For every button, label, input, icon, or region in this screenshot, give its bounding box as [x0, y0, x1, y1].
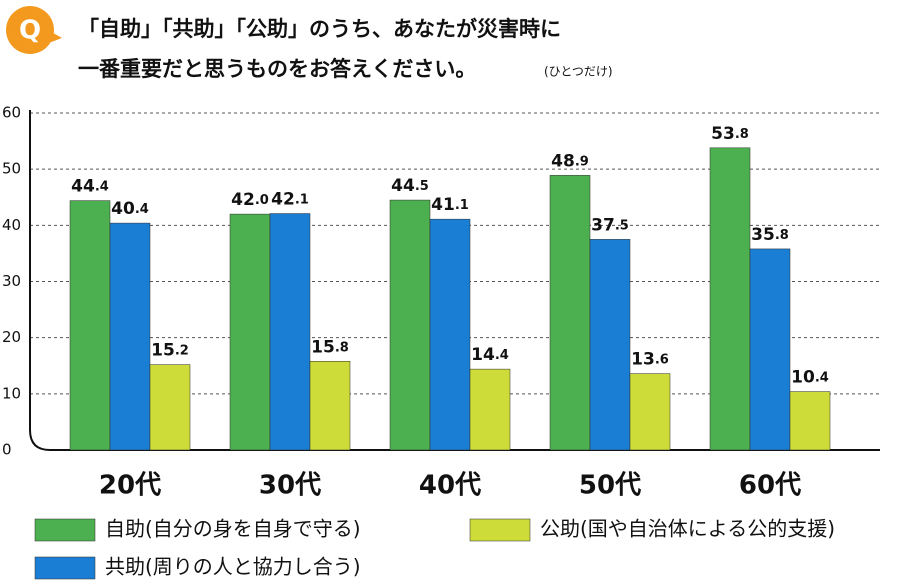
x-tick-label: 30代 [259, 471, 321, 501]
bar [469, 368, 511, 451]
legend-label: 自助(自分の身を自身で守る) [105, 517, 361, 541]
y-tick-label: 10 [2, 384, 21, 402]
bar [789, 391, 831, 451]
value-label: 44.4 [71, 177, 109, 197]
value-label: 10.4 [791, 368, 829, 388]
bar [229, 213, 271, 451]
value-label: 53.8 [711, 124, 749, 144]
value-label: 15.8 [311, 337, 349, 357]
chart-title: 「自助」「共助」「公助」のうち、あなたが災害時に [78, 17, 561, 41]
chart-title: 一番重要だと思うものをお答えください。 [78, 57, 476, 81]
value-label: 44.5 [391, 176, 429, 196]
value-label: 13.6 [631, 350, 669, 370]
value-label: 48.9 [551, 151, 589, 171]
y-tick-label: 30 [2, 272, 21, 290]
bar [749, 248, 791, 451]
value-label: 15.2 [151, 341, 189, 361]
x-tick-label: 60代 [739, 471, 801, 501]
x-tick-label: 40代 [419, 471, 481, 501]
bar [389, 199, 431, 451]
value-label: 41.1 [431, 195, 469, 215]
legend-label: 公助(国や自治体による公的支援) [540, 517, 835, 541]
x-tick-label: 20代 [99, 471, 161, 501]
legend-swatch [469, 518, 531, 542]
value-label: 14.4 [471, 345, 509, 365]
legend-swatch [34, 518, 96, 542]
value-label: 37.5 [591, 215, 629, 235]
bar [309, 361, 351, 451]
y-tick-label: 0 [2, 441, 12, 459]
bar [269, 213, 311, 451]
bar [549, 175, 591, 451]
bar [709, 147, 751, 451]
y-tick-label: 60 [2, 104, 21, 122]
chart-note: (ひとつだけ) [544, 65, 613, 79]
bar [109, 222, 151, 451]
y-tick-label: 40 [2, 216, 21, 234]
axis-line [29, 110, 880, 451]
badge-text: Q [19, 16, 41, 46]
legend-label: 共助(周りの人と協力し合う) [105, 555, 361, 579]
bar [429, 218, 471, 451]
bar [629, 373, 671, 451]
y-tick-label: 20 [2, 328, 21, 346]
bar [149, 364, 191, 451]
badge-circle [6, 6, 54, 54]
value-label: 42.1 [271, 190, 309, 210]
y-tick-label: 50 [2, 160, 21, 178]
legend-swatch [34, 556, 96, 580]
value-label: 35.8 [751, 225, 789, 245]
x-tick-label: 50代 [579, 471, 641, 501]
badge-tail [46, 30, 62, 44]
bar [589, 239, 631, 451]
value-label: 42.0 [231, 190, 269, 210]
bar [69, 200, 111, 451]
value-label: 40.4 [111, 199, 149, 219]
